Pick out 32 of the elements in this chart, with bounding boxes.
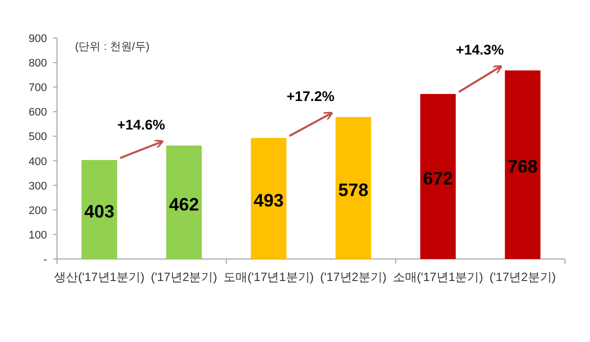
y-tick-label: 500: [28, 131, 47, 144]
x-tick-label: 도매('17년1분기): [224, 270, 314, 284]
y-tick-label: -: [43, 254, 48, 266]
data-label: 672: [422, 168, 454, 188]
data-label: 493: [254, 190, 284, 210]
bar: [336, 117, 372, 259]
bar: [420, 94, 456, 259]
bar: [166, 146, 202, 259]
data-label: 768: [508, 156, 538, 177]
annotation: +14.6%: [117, 116, 166, 133]
y-tick-label: 600: [28, 106, 47, 119]
bar: [82, 160, 118, 259]
x-tick-label: ('17년2분기): [320, 270, 386, 284]
y-tick-label: 900: [28, 33, 47, 45]
bar: [504, 70, 540, 259]
y-tick-label: 800: [28, 58, 47, 70]
x-tick-label: 생산('17년1분기): [54, 270, 144, 284]
annotation: (단위 : 천원/두): [75, 41, 150, 53]
data-label: 462: [168, 194, 200, 214]
annotation: +17.2%: [286, 88, 335, 104]
x-tick-label: ('17년2분기): [150, 270, 218, 284]
y-tick-label: 200: [28, 204, 47, 217]
y-tick-label: 400: [28, 156, 47, 168]
y-tick-label: 100: [28, 229, 47, 242]
y-tick-label: 700: [28, 82, 47, 94]
data-label: 578: [338, 180, 368, 200]
x-tick-label: ('17년2분기): [490, 270, 556, 284]
x-tick-label: 소매('17년1분기): [392, 270, 484, 284]
bar: [250, 138, 286, 259]
data-label: 403: [84, 202, 114, 222]
y-tick-label: 300: [28, 180, 47, 192]
annotation: +14.3%: [456, 41, 504, 58]
